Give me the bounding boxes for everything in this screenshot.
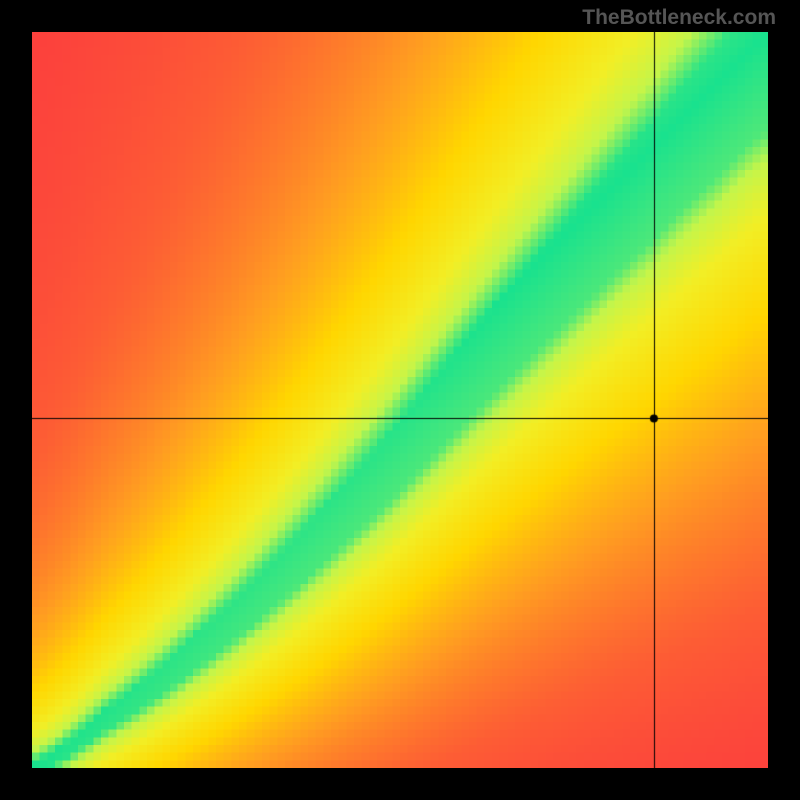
watermark: TheBottleneck.com (582, 6, 776, 30)
crosshair-overlay (32, 32, 768, 768)
